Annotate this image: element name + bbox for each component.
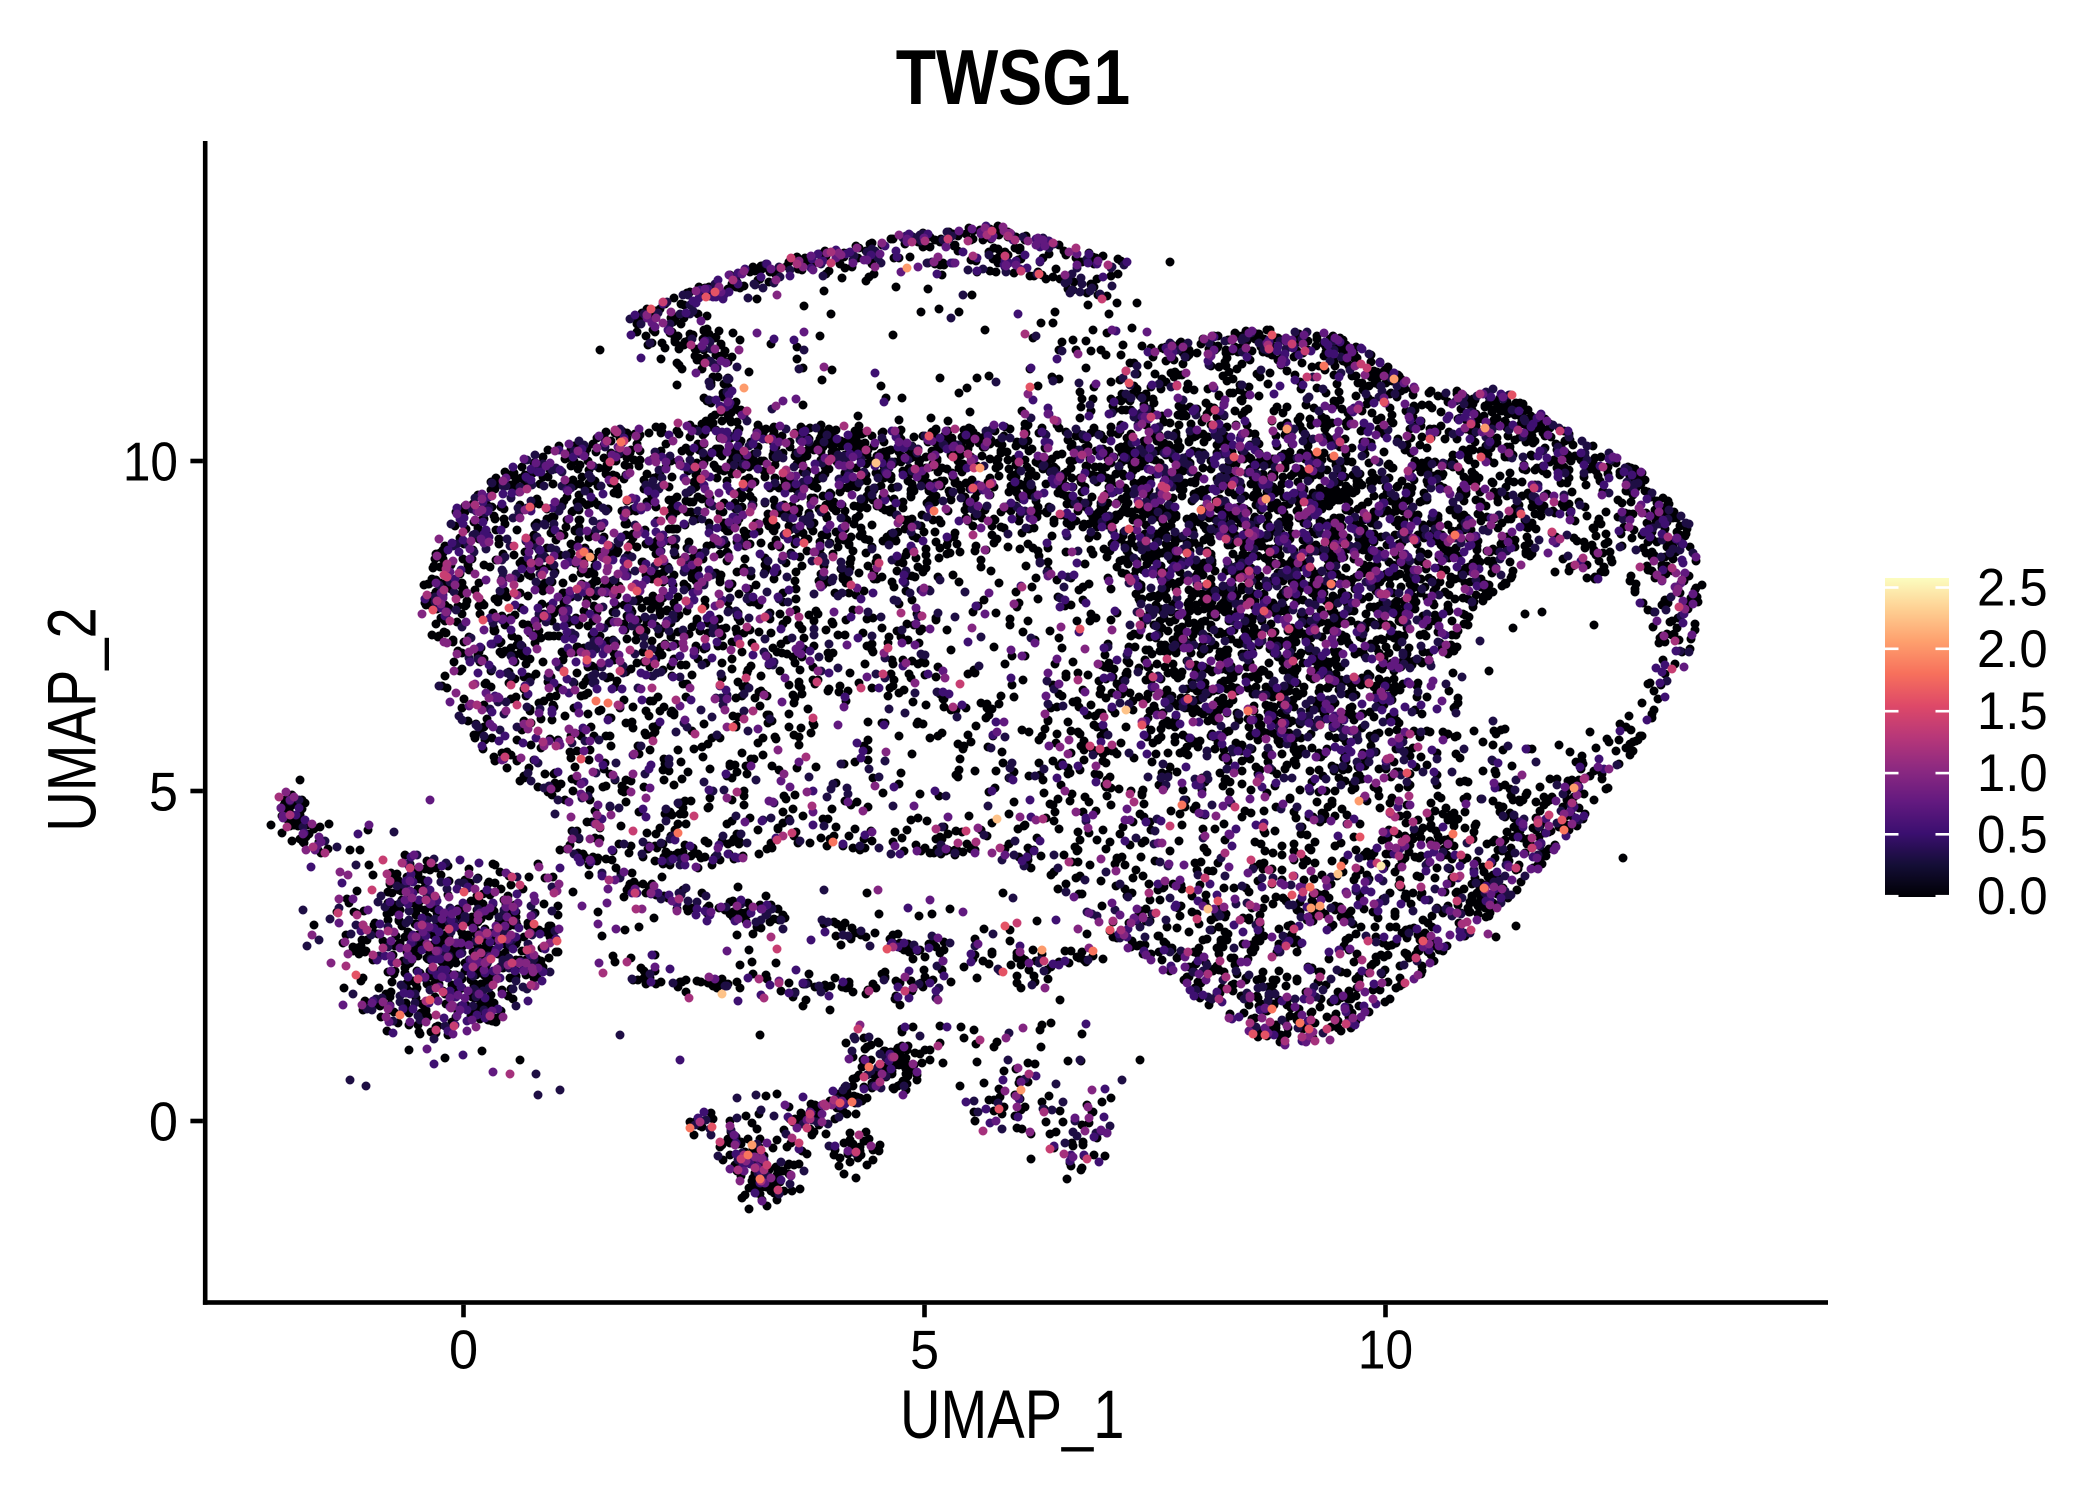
svg-text:1.0: 1.0 — [1977, 744, 2048, 803]
svg-text:UMAP_1: UMAP_1 — [900, 1377, 1124, 1454]
svg-text:0: 0 — [449, 1321, 478, 1381]
svg-text:TWSG1: TWSG1 — [896, 35, 1130, 121]
svg-text:2.0: 2.0 — [1977, 620, 2048, 679]
svg-text:UMAP_2: UMAP_2 — [34, 607, 111, 831]
svg-text:0.0: 0.0 — [1977, 867, 2048, 926]
svg-text:5: 5 — [910, 1321, 939, 1381]
svg-text:10: 10 — [123, 432, 178, 493]
svg-text:2.5: 2.5 — [1977, 559, 2048, 618]
svg-text:10: 10 — [1358, 1321, 1413, 1382]
svg-text:1.5: 1.5 — [1977, 682, 2048, 741]
svg-text:0.5: 0.5 — [1977, 805, 2048, 864]
svg-text:0: 0 — [149, 1092, 178, 1152]
svg-text:5: 5 — [149, 762, 178, 822]
